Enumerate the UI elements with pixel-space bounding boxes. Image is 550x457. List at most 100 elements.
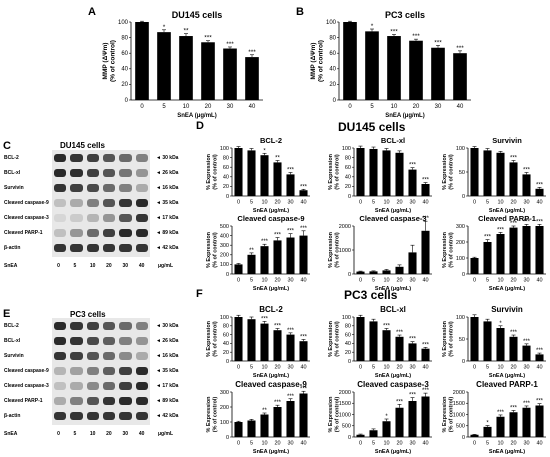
x-axis-label: SnEA (μg/mL) [375, 286, 411, 292]
blot-band [103, 214, 116, 222]
y-tick-label: 60 [223, 332, 229, 338]
blot-band [70, 214, 83, 222]
blot-lane-axis-label: SnEA [4, 263, 18, 269]
blot-band [119, 244, 132, 252]
bar [299, 341, 308, 361]
panel-label-d: D [196, 120, 204, 132]
x-axis-label: SnEA (μg/mL) [375, 373, 411, 379]
bar [421, 348, 430, 361]
y-tick-label: 100 [342, 315, 351, 321]
bar [286, 174, 295, 196]
significance-label: *** [412, 33, 420, 40]
y-tick-label: 0 [125, 98, 129, 104]
blot-band [119, 382, 132, 390]
x-tick-label: 30 [287, 278, 293, 284]
blot-band [86, 244, 99, 252]
blot-band [135, 169, 148, 177]
bar [496, 152, 505, 196]
bar [247, 420, 256, 437]
x-tick-label: 5 [370, 104, 374, 110]
bar [247, 254, 256, 274]
bar [273, 240, 282, 274]
bar [286, 334, 295, 361]
blot-band [86, 214, 99, 222]
bar [496, 234, 505, 274]
x-axis-label: SnEA (μg/mL) [489, 373, 525, 379]
chart-d5: Cleaved caspase-3 0 1000 2000% Expression(%… [328, 214, 432, 292]
bar [522, 174, 531, 196]
blot-band [119, 337, 132, 345]
blot-kda-label: ◄ 30 kDa [156, 323, 179, 329]
x-tick-label: 30 [287, 200, 293, 206]
bar [483, 150, 492, 196]
x-tick-label: 5 [162, 104, 166, 110]
blot-band [103, 169, 116, 177]
y-tick-label: 2000 [453, 390, 465, 396]
blot-band [135, 397, 148, 405]
blot-row-label: Cleaved caspase-3 [4, 215, 49, 221]
blot-unit-label: μg/mL [158, 263, 174, 269]
x-tick-label: 0 [473, 441, 476, 447]
bar [535, 354, 544, 361]
bar [409, 40, 423, 100]
blot-band [70, 382, 83, 390]
significance-label: *** [274, 323, 282, 329]
bar [343, 22, 357, 100]
y-tick-label: 20 [345, 184, 351, 190]
blot-lane-label: 5 [73, 431, 77, 437]
bar [395, 152, 404, 196]
blot-band [119, 184, 132, 192]
x-tick-label: 10 [497, 200, 503, 206]
y-tick-label: 500 [456, 424, 465, 430]
blot-band [70, 244, 83, 252]
blot-band [70, 199, 83, 207]
y-tick-label: 20 [345, 350, 351, 356]
y-tick-label: 300 [220, 390, 229, 396]
blot-lane-label: 0 [57, 431, 60, 437]
blot-band [119, 199, 132, 207]
chart-title: Cleaved PARP-1 [476, 380, 538, 389]
blot-band [86, 352, 99, 360]
x-tick-label: 5 [486, 200, 489, 206]
significance-label: *** [396, 330, 404, 336]
blot-band [86, 337, 99, 345]
blot-row-label: BCL-xl [4, 338, 21, 344]
x-tick-label: 10 [383, 278, 389, 284]
blot-lane-label: 30 [122, 431, 129, 437]
y-tick-label: 2000 [339, 224, 351, 230]
x-tick-label: 40 [249, 104, 256, 110]
x-tick-label: 20 [413, 104, 420, 110]
blot-band [86, 367, 99, 375]
blot-lane-label: 10 [89, 431, 96, 437]
blot-row-label: BCL-xl [4, 170, 21, 176]
significance-label: *** [409, 163, 417, 169]
y-tick-label: 400 [220, 233, 229, 239]
western-blot-c: BCL-2 ◄ 30 kDa BCL-xl ◄ 26 kDa Survivin ◄ 16 … [0, 150, 192, 275]
bar [273, 407, 282, 437]
panel-label-f: F [196, 288, 203, 300]
blot-band [86, 322, 99, 330]
y-tick-label: 80 [345, 324, 351, 330]
blot-band [70, 412, 83, 420]
blot-band [86, 397, 99, 405]
y-tick-label: 80 [223, 324, 229, 330]
y-tick-label: 20 [121, 82, 128, 88]
chart-title: BCL-xl [380, 305, 406, 314]
x-tick-label: 20 [205, 104, 212, 110]
blot-lane-label: 10 [89, 263, 96, 269]
x-tick-label: 0 [348, 104, 352, 110]
bar [356, 434, 365, 437]
bar [286, 401, 295, 437]
panel-label-e: E [3, 308, 11, 320]
blot-row-label: Cleaved caspase-9 [4, 368, 49, 374]
x-tick-label: 0 [473, 200, 476, 206]
bar [223, 48, 237, 100]
blot-band [54, 169, 67, 177]
x-tick-label: 10 [497, 441, 503, 447]
significance-label: *** [510, 155, 518, 161]
significance-label: *** [287, 229, 295, 235]
y-tick-label: 200 [456, 240, 465, 246]
